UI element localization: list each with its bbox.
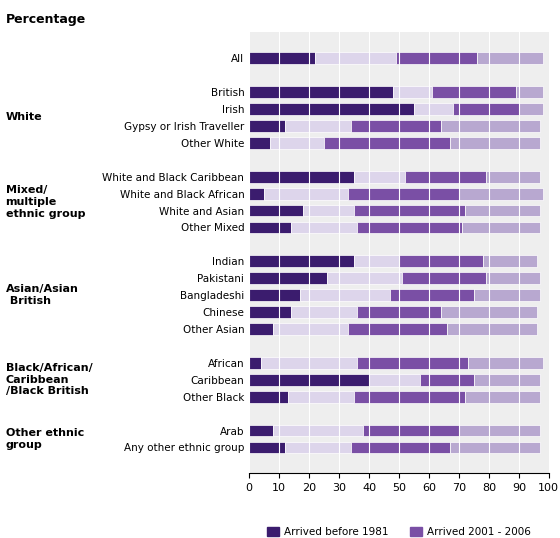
Bar bbox=[405, 171, 486, 182]
Bar bbox=[291, 306, 357, 318]
Bar bbox=[249, 188, 264, 200]
Bar bbox=[483, 256, 537, 267]
Bar bbox=[249, 171, 354, 182]
Bar bbox=[477, 52, 543, 64]
Bar bbox=[249, 306, 291, 318]
Bar bbox=[285, 442, 351, 454]
Bar bbox=[327, 272, 402, 284]
Bar bbox=[369, 374, 420, 386]
Bar bbox=[357, 306, 441, 318]
Bar bbox=[291, 222, 357, 233]
Bar bbox=[450, 442, 540, 454]
Bar bbox=[459, 424, 540, 436]
Bar bbox=[348, 323, 447, 335]
Bar bbox=[249, 137, 270, 149]
Bar bbox=[450, 137, 540, 149]
Bar bbox=[273, 424, 363, 436]
Bar bbox=[261, 357, 357, 369]
Bar bbox=[474, 289, 540, 301]
Bar bbox=[249, 103, 414, 115]
Bar bbox=[402, 272, 486, 284]
Text: Other ethnic
group: Other ethnic group bbox=[6, 428, 84, 450]
Bar bbox=[354, 171, 405, 182]
Bar bbox=[432, 86, 516, 98]
Bar bbox=[519, 103, 543, 115]
Bar bbox=[393, 86, 432, 98]
Bar bbox=[486, 272, 540, 284]
Bar bbox=[249, 86, 393, 98]
Bar bbox=[249, 289, 300, 301]
Bar bbox=[516, 86, 543, 98]
Bar bbox=[249, 272, 327, 284]
Bar bbox=[249, 391, 288, 402]
Bar bbox=[249, 323, 273, 335]
Bar bbox=[441, 306, 537, 318]
Text: Mixed/
multiple
ethnic group: Mixed/ multiple ethnic group bbox=[6, 186, 85, 218]
Bar bbox=[249, 256, 354, 267]
Bar bbox=[324, 137, 450, 149]
Bar bbox=[285, 120, 351, 132]
Text: Percentage: Percentage bbox=[6, 13, 86, 26]
Bar bbox=[351, 120, 441, 132]
Bar bbox=[303, 204, 354, 216]
Bar bbox=[486, 171, 540, 182]
Bar bbox=[249, 222, 291, 233]
Bar bbox=[249, 424, 273, 436]
Bar bbox=[249, 442, 285, 454]
Bar bbox=[249, 120, 285, 132]
Bar bbox=[354, 204, 465, 216]
Bar bbox=[465, 204, 540, 216]
Bar bbox=[348, 188, 459, 200]
Bar bbox=[441, 120, 540, 132]
Text: Black/African/
Caribbean
/Black British: Black/African/ Caribbean /Black British bbox=[6, 363, 92, 397]
Bar bbox=[414, 103, 453, 115]
Bar bbox=[390, 289, 474, 301]
Bar bbox=[288, 391, 354, 402]
Bar bbox=[468, 357, 543, 369]
Bar bbox=[249, 357, 261, 369]
Bar bbox=[354, 256, 399, 267]
Bar bbox=[396, 52, 477, 64]
Bar bbox=[447, 323, 537, 335]
Bar bbox=[249, 204, 303, 216]
Legend: Arrived before 1981, Arrived 1981 - 2000, Arrived 2001 - 2006, Arrived 2007 - 20: Arrived before 1981, Arrived 1981 - 2000… bbox=[263, 523, 535, 538]
Bar bbox=[465, 391, 540, 402]
Bar bbox=[357, 357, 468, 369]
Bar bbox=[300, 289, 390, 301]
Bar bbox=[273, 323, 348, 335]
Bar bbox=[453, 103, 519, 115]
Text: White: White bbox=[6, 112, 42, 123]
Bar bbox=[354, 391, 465, 402]
Bar bbox=[315, 52, 396, 64]
Bar bbox=[462, 222, 540, 233]
Bar bbox=[357, 222, 462, 233]
Bar bbox=[249, 52, 315, 64]
Bar bbox=[264, 188, 348, 200]
Bar bbox=[420, 374, 474, 386]
Bar bbox=[459, 188, 543, 200]
Bar bbox=[351, 442, 450, 454]
Bar bbox=[363, 424, 459, 436]
Bar bbox=[249, 374, 369, 386]
Bar bbox=[270, 137, 324, 149]
Text: Asian/Asian
 British: Asian/Asian British bbox=[6, 285, 78, 306]
Bar bbox=[399, 256, 483, 267]
Bar bbox=[474, 374, 540, 386]
